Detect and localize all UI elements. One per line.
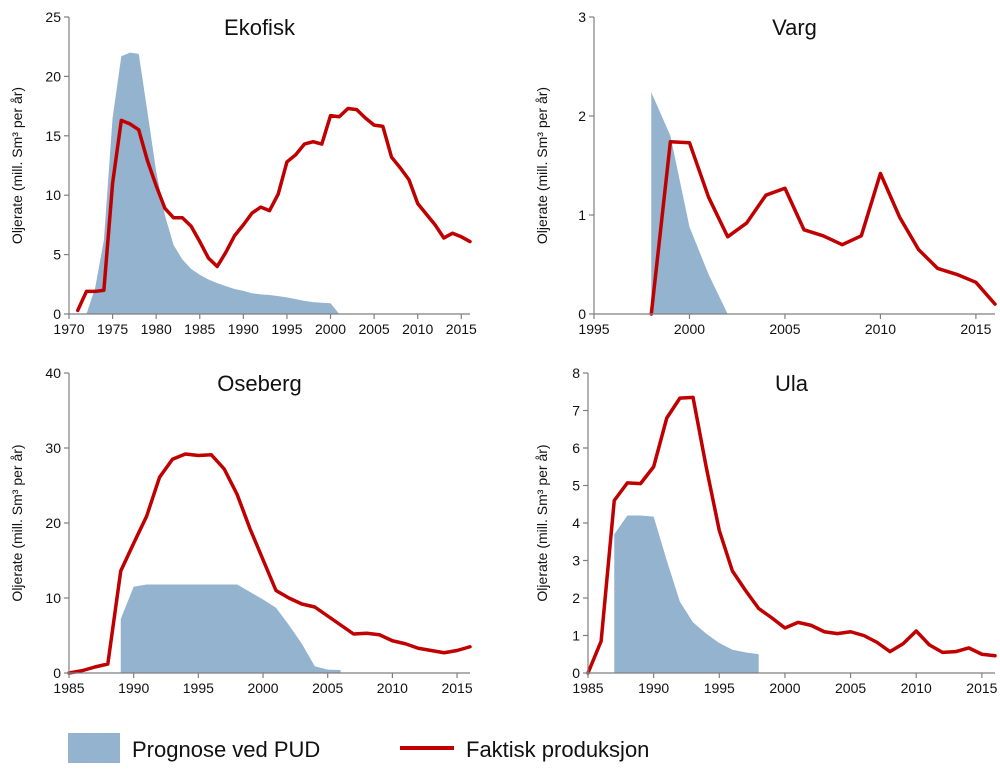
x-tick-label: 1990	[228, 321, 259, 337]
chart-title: Oseberg	[217, 371, 301, 396]
y-tick-label: 5	[572, 478, 580, 494]
x-tick-label: 2015	[960, 321, 991, 337]
forecast-area-ula	[614, 515, 759, 673]
x-tick-label: 2000	[247, 680, 278, 696]
y-tick-label: 5	[53, 247, 61, 263]
y-tick-label: 0	[578, 306, 586, 322]
x-tick-label: 2005	[769, 321, 800, 337]
x-tick-label: 1995	[578, 321, 609, 337]
chart-title: Ekofisk	[224, 15, 296, 40]
y-axis-label: Oljerate (mill. Sm³ per år)	[9, 87, 25, 244]
actual-line-ula	[586, 395, 997, 675]
x-tick-label: 2005	[312, 680, 343, 696]
y-tick-label: 2	[572, 590, 580, 606]
actual-line-varg	[649, 139, 997, 316]
x-tick-label: 2000	[769, 680, 800, 696]
y-tick-label: 3	[572, 553, 580, 569]
y-tick-label: 20	[45, 68, 61, 84]
x-tick-label: 1995	[271, 321, 302, 337]
actual-line-oseberg	[67, 452, 472, 675]
legend: Prognose ved PUD Faktisk produksjon	[68, 733, 649, 763]
x-tick-label: 1985	[53, 680, 84, 696]
chart-panel-oseberg: 0 10 20 30 40 1985 1990 1995 2000 2005 2010 2015 Ose…	[9, 365, 473, 696]
legend-actual-label: Faktisk produksjon	[466, 737, 649, 762]
x-tick-label: 1995	[183, 680, 214, 696]
x-tick-label: 2010	[865, 321, 896, 337]
x-tick-label: 2015	[966, 680, 997, 696]
x-tick-label: 2015	[446, 321, 477, 337]
x-tick-label: 1985	[184, 321, 215, 337]
x-tick-label: 1990	[118, 680, 149, 696]
x-tick-label: 1995	[704, 680, 735, 696]
x-tick-label: 1980	[141, 321, 172, 337]
y-tick-label: 0	[572, 665, 580, 681]
x-tick-label: 2000	[674, 321, 705, 337]
chart-title: Ula	[775, 371, 809, 396]
chart-panel-ekofisk: 0 5 10 15 20 25 1970 1975 1980 1985 1990 1995 2000 20…	[9, 9, 477, 337]
actual-line-ekofisk	[75, 106, 472, 313]
y-tick-label: 1	[572, 628, 580, 644]
y-tick-label: 7	[572, 403, 580, 419]
y-tick-label: 10	[45, 590, 61, 606]
y-axis-label: Oljerate (mill. Sm³ per år)	[534, 87, 550, 244]
y-tick-label: 0	[53, 306, 61, 322]
y-tick-label: 10	[45, 187, 61, 203]
forecast-area-ekofisk	[86, 52, 340, 314]
y-tick-label: 4	[572, 515, 580, 531]
x-tick-label: 2015	[441, 680, 472, 696]
y-tick-label: 0	[53, 665, 61, 681]
y-tick-label: 30	[45, 440, 61, 456]
y-tick-label: 25	[45, 9, 61, 25]
x-tick-label: 2005	[359, 321, 390, 337]
chart-panel-ula: 0 1 2 3 4 5 6 7 8 1985 1990 1995 2000 2005 2010 2015 Ula…	[534, 365, 998, 696]
x-tick-label: 2005	[835, 680, 866, 696]
y-tick-label: 8	[572, 365, 580, 381]
y-tick-label: 15	[45, 128, 61, 144]
x-tick-label: 2010	[901, 680, 932, 696]
y-tick-label: 3	[578, 9, 586, 25]
forecast-area-oseberg	[120, 584, 341, 673]
x-tick-label: 2010	[377, 680, 408, 696]
y-tick-label: 20	[45, 515, 61, 531]
y-tick-label: 40	[45, 365, 61, 381]
x-tick-label: 2000	[315, 321, 346, 337]
x-tick-label: 1970	[53, 321, 84, 337]
y-tick-label: 1	[578, 207, 586, 223]
y-tick-label: 6	[572, 440, 580, 456]
y-axis-label: Oljerate (mill. Sm³ per år)	[534, 444, 550, 601]
x-tick-label: 1985	[572, 680, 603, 696]
chart-title: Varg	[772, 15, 817, 40]
legend-forecast-swatch	[68, 733, 120, 763]
y-axis-label: Oljerate (mill. Sm³ per år)	[9, 444, 25, 601]
chart-panel-varg: 0 1 2 3 1995 2000 2005 2010 2015 Varg Oljerate (mi…	[534, 9, 997, 337]
y-tick-label: 2	[578, 108, 586, 124]
x-tick-label: 2010	[402, 321, 433, 337]
x-tick-label: 1990	[638, 680, 669, 696]
x-tick-label: 1975	[97, 321, 128, 337]
legend-forecast-label: Prognose ved PUD	[132, 737, 320, 762]
